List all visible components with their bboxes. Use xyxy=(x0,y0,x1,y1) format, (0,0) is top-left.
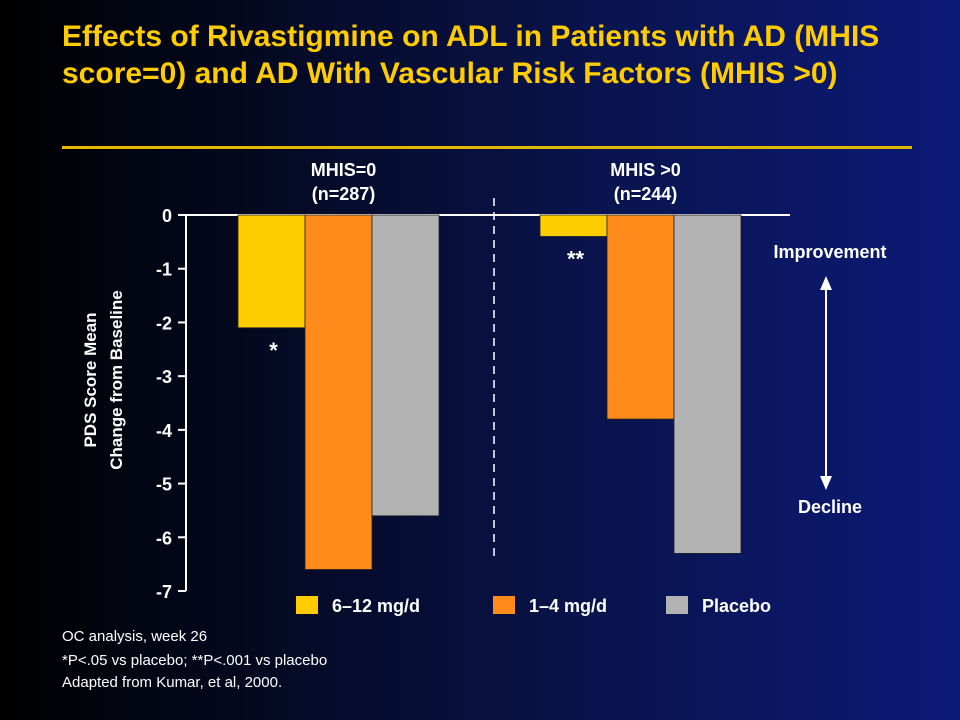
bar xyxy=(539,214,608,237)
legend-label: 1–4 mg/d xyxy=(529,596,607,616)
category-label-line1: MHIS >0 xyxy=(610,160,681,180)
y-tick-label: -2 xyxy=(156,313,172,333)
bar xyxy=(606,214,675,420)
y-tick-label: -7 xyxy=(156,582,172,602)
category-label-line2: (n=287) xyxy=(312,184,376,204)
title-underline xyxy=(62,146,912,149)
legend-swatch xyxy=(666,596,688,614)
y-tick-label: -6 xyxy=(156,528,172,548)
bar xyxy=(371,214,440,517)
bar xyxy=(304,214,373,570)
significance-marker: * xyxy=(269,338,278,363)
y-tick-label: -3 xyxy=(156,367,172,387)
bar xyxy=(673,214,742,554)
y-axis-label-line1: PDS Score Mean xyxy=(81,312,100,447)
category-labels: MHIS=0 (n=287) MHIS >0 (n=244) xyxy=(311,160,681,204)
footnote-significance: *P<.05 vs placebo; **P<.001 vs placebo xyxy=(62,652,328,669)
legend-swatch xyxy=(493,596,515,614)
y-axis: 0 -1 -2 -3 -4 -5 -6 -7 xyxy=(156,206,790,602)
category-label-line2: (n=244) xyxy=(614,184,678,204)
footnote-analysis: OC analysis, week 26 xyxy=(62,628,208,645)
arrow-head-up xyxy=(820,276,832,290)
decline-label: Decline xyxy=(798,497,862,517)
legend-swatch xyxy=(296,596,318,614)
y-tick-label: -5 xyxy=(156,475,172,495)
legend-label: 6–12 mg/d xyxy=(332,596,420,616)
bars xyxy=(237,214,742,570)
category-label-line1: MHIS=0 xyxy=(311,160,377,180)
y-tick-label: -4 xyxy=(156,421,172,441)
improvement-decline-arrow: Improvement Decline xyxy=(773,242,886,517)
y-tick-label: 0 xyxy=(162,206,172,226)
y-tick-label: -1 xyxy=(156,260,172,280)
bar xyxy=(237,214,306,329)
significance-marker: ** xyxy=(567,246,585,271)
y-axis-label-line2: Change from Baseline xyxy=(107,290,126,470)
arrow-head-down xyxy=(820,476,832,490)
improvement-label: Improvement xyxy=(773,242,886,262)
footnote-source: Adapted from Kumar, et al, 2000. xyxy=(62,674,283,691)
legend-label: Placebo xyxy=(702,596,771,616)
y-axis-label: PDS Score Mean Change from Baseline xyxy=(81,290,126,470)
legend: 6–12 mg/d 1–4 mg/d Placebo xyxy=(296,596,771,616)
slide-title: Effects of Rivastigmine on ADL in Patien… xyxy=(62,20,880,90)
significance-annotations: *** xyxy=(269,246,584,362)
